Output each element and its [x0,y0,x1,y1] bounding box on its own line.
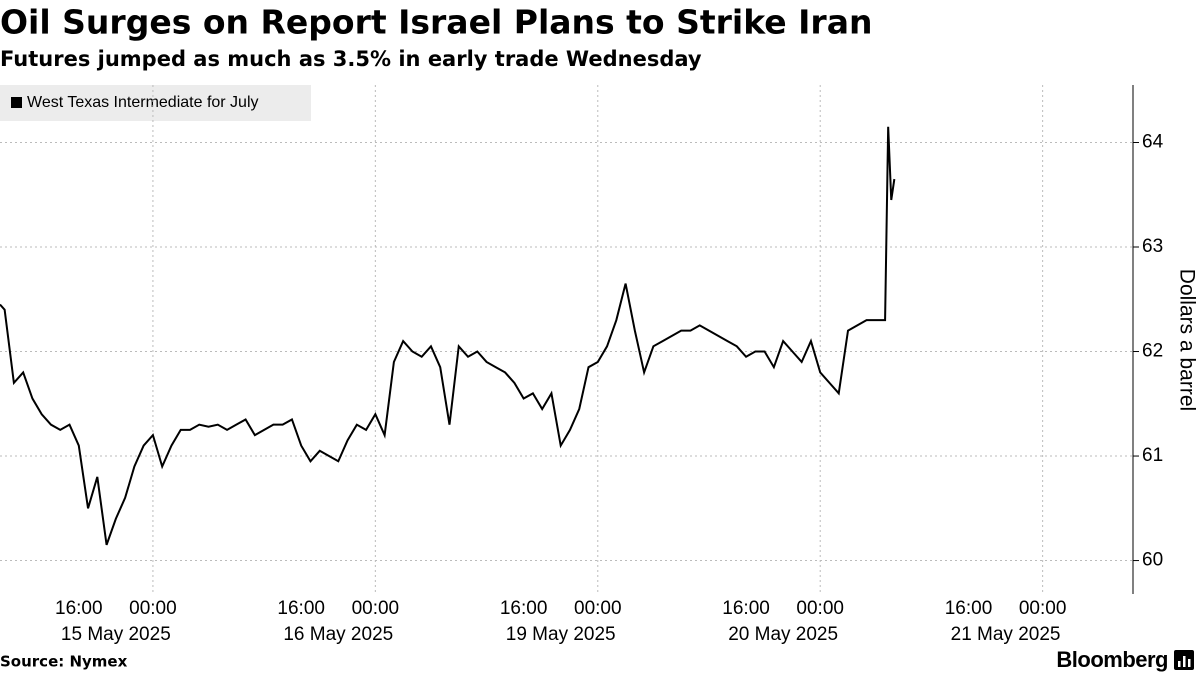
chart-subtitle: Futures jumped as much as 3.5% in early … [0,47,702,71]
x-date-label: 16 May 2025 [283,624,393,645]
x-tick-label: 00:00 [1019,598,1067,619]
price-line [0,126,896,546]
x-tick-label: 16:00 [277,598,325,619]
x-date-label: 21 May 2025 [951,624,1061,645]
y-tick-label: 63 [1142,236,1163,257]
x-date-label: 15 May 2025 [61,624,171,645]
x-tick-label: 16:00 [945,598,993,619]
y-axis-title: Dollars a barrel [1175,269,1198,411]
legend-label: West Texas Intermediate for July [27,94,259,111]
branding: Bloomberg [1056,647,1168,672]
x-date-label: 19 May 2025 [506,624,616,645]
x-tick-label: 00:00 [352,598,400,619]
legend-swatch [11,97,22,108]
x-tick-label: 00:00 [574,598,622,619]
x-tick-label: 00:00 [129,598,177,619]
x-tick-label: 16:00 [722,598,770,619]
y-tick-label: 64 [1142,132,1164,153]
y-tick-label: 61 [1142,445,1163,466]
source: Source: Nymex [0,653,128,671]
logo-icon [1174,650,1194,670]
chart-title: Oil Surges on Report Israel Plans to Str… [0,3,872,42]
x-tick-label: 16:00 [500,598,548,619]
y-tick-label: 60 [1142,550,1163,571]
legend-box [0,85,311,121]
x-tick-label: 16:00 [55,598,103,619]
y-tick-label: 62 [1142,341,1163,362]
x-tick-label: 00:00 [796,598,844,619]
x-date-label: 20 May 2025 [728,624,838,645]
